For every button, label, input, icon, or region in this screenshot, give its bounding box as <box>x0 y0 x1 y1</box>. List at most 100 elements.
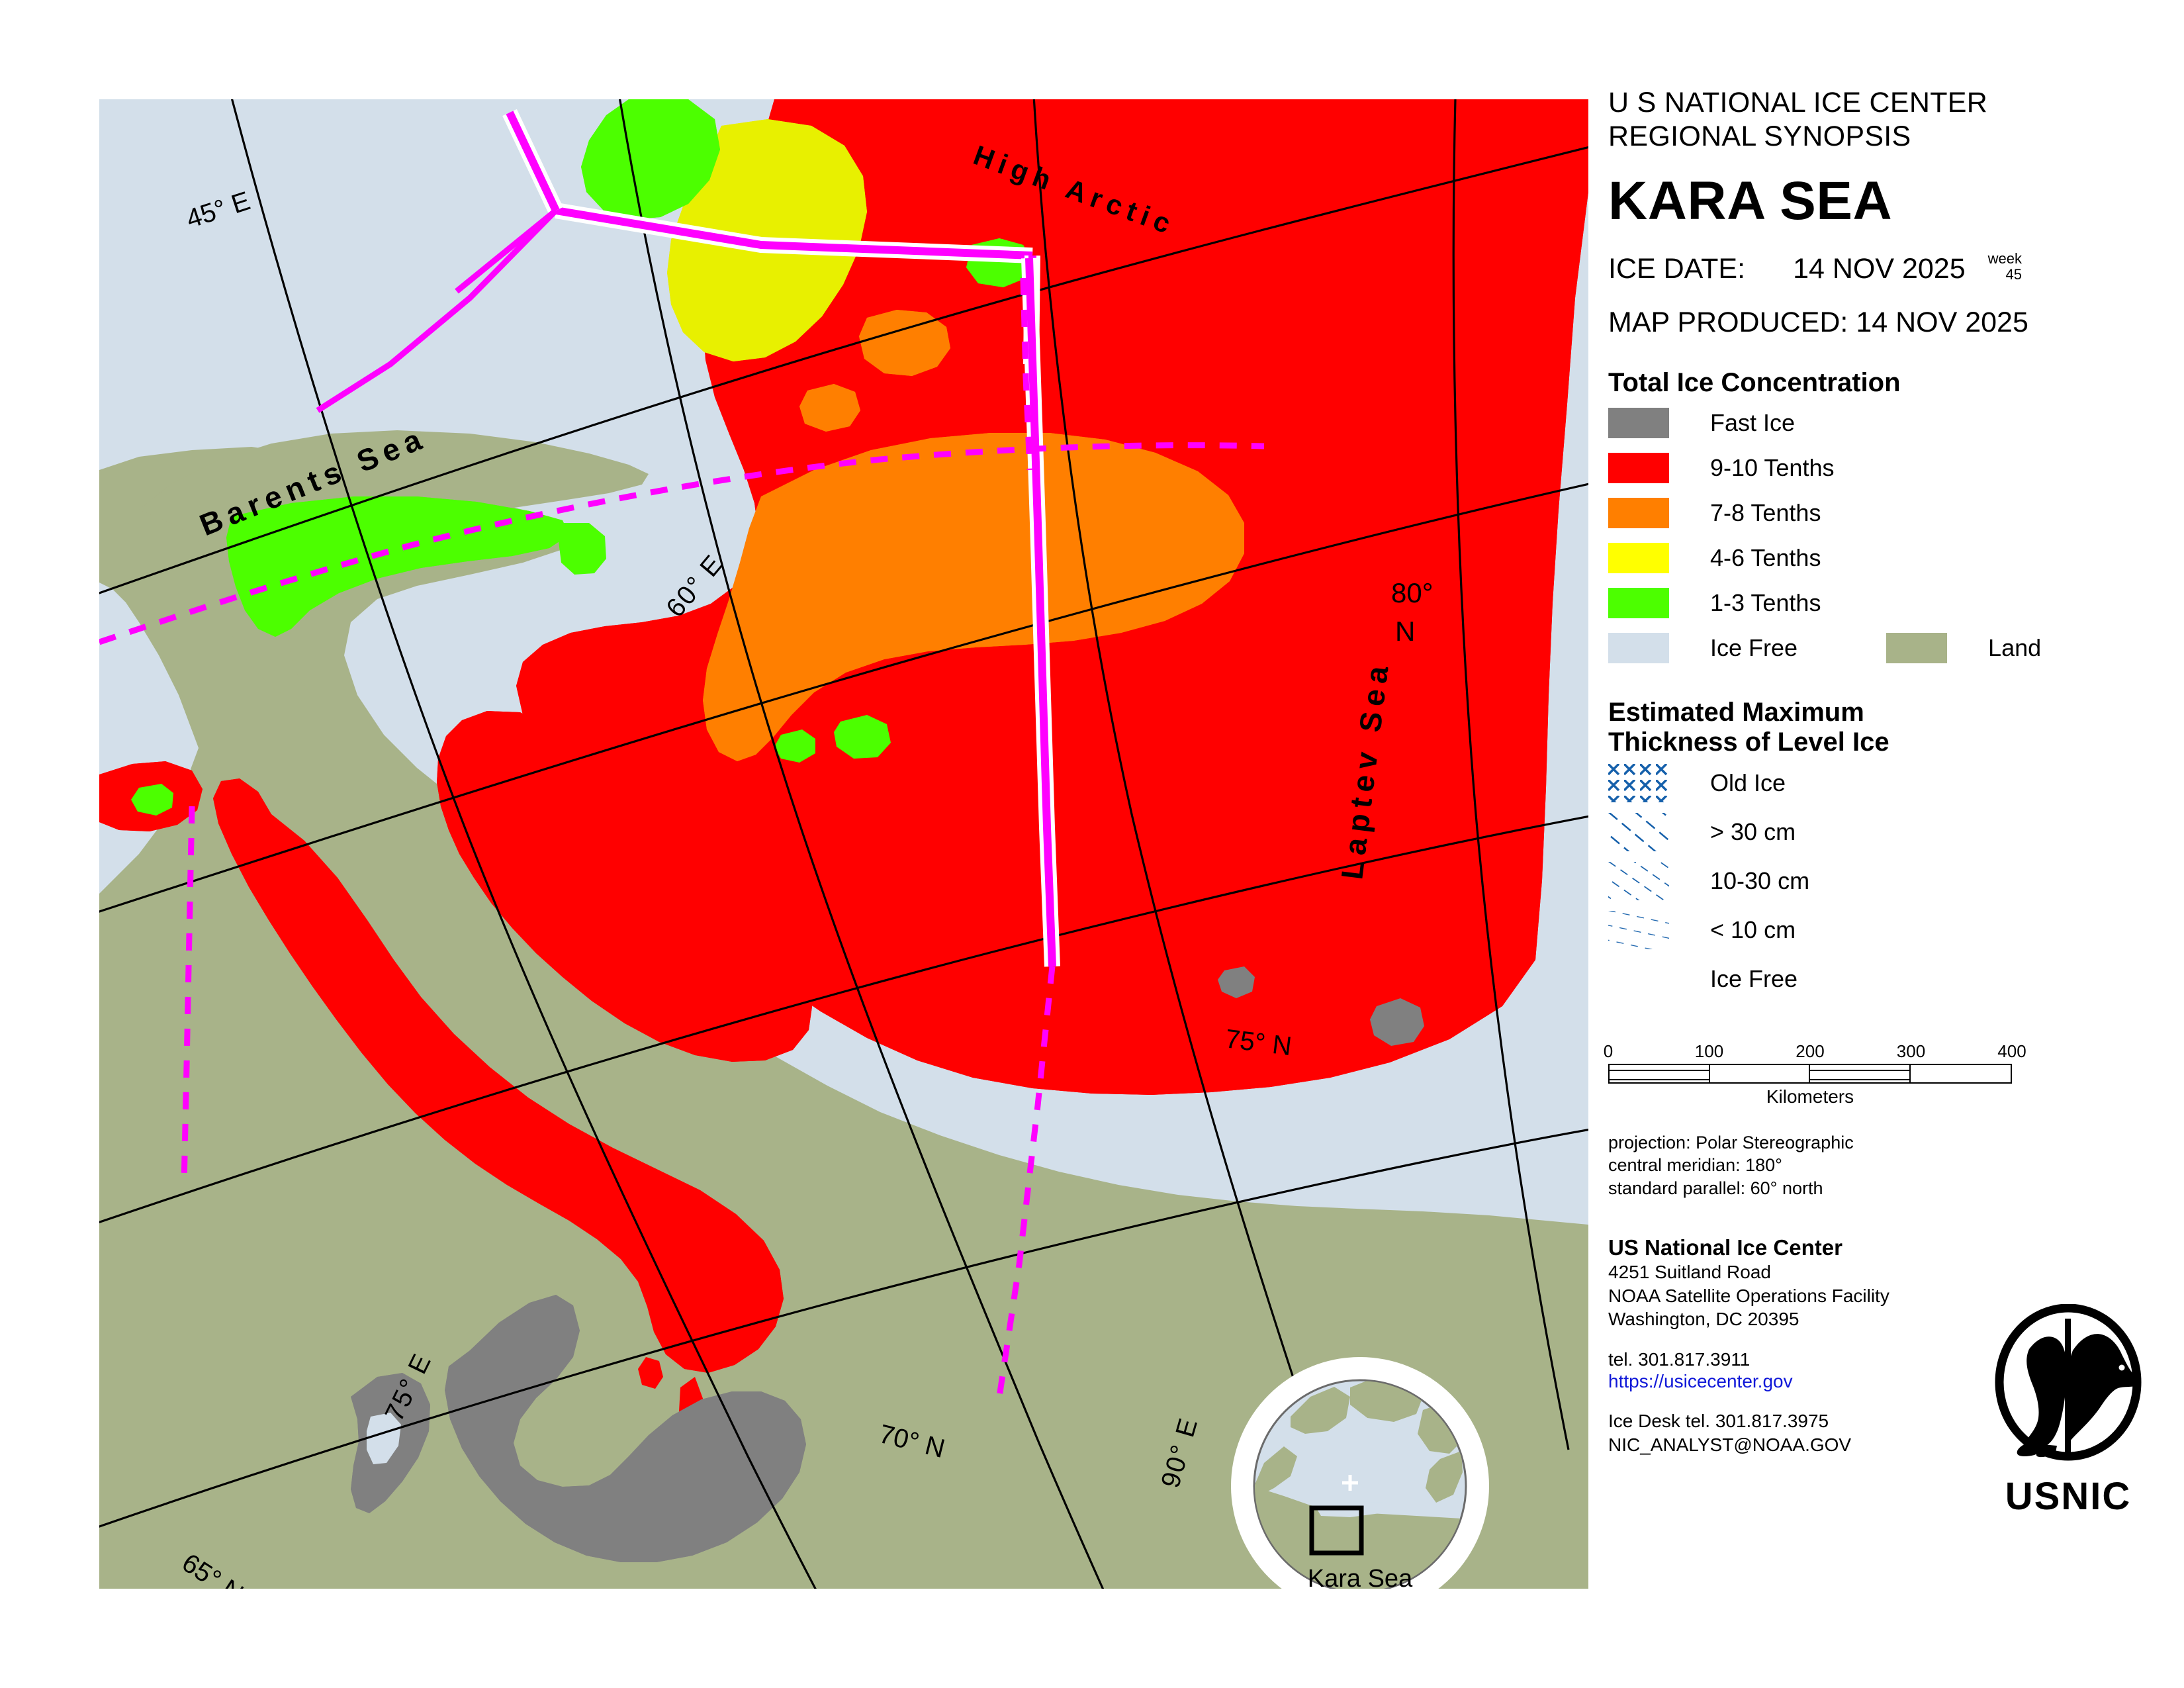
legend-item-thickness-ice-free[interactable]: Ice Free <box>1608 955 2151 1003</box>
swatch-9-10-tenths <box>1608 452 1669 483</box>
legend-label-old-ice: Old Ice <box>1710 769 1786 796</box>
page-title: KARA SEA <box>1608 171 1893 232</box>
projection-line-3: standard parallel: 60° north <box>1608 1178 1823 1198</box>
org-ice-desk-tel: Ice Desk tel. 301.817.3975 <box>1608 1411 1829 1432</box>
org-address-2: NOAA Satellite Operations Facility <box>1608 1285 1889 1306</box>
thickness-legend-title: Estimated Maximum Thickness of Level Ice <box>1608 698 2151 758</box>
swatch-7-8-tenths <box>1608 497 1669 528</box>
legend-label-lt-10cm: < 10 cm <box>1710 915 1796 943</box>
ice-1-3-hook <box>559 523 606 575</box>
scale-tick-0: 0 <box>1603 1041 1614 1061</box>
legend-item-fast-ice[interactable]: Fast Ice <box>1608 402 2151 444</box>
projection-line-2: central meridian: 180° <box>1608 1155 1782 1176</box>
thickness-title-line1: Estimated Maximum <box>1608 697 1864 727</box>
projection-info: projection: Polar Stereographic central … <box>1608 1131 2151 1200</box>
scale-bar-ticks: 0 100 200 300 400 <box>1604 1041 2026 1064</box>
legend-item-9-10-tenths[interactable]: 9-10 Tenths <box>1608 447 2151 489</box>
inset-label: Kara Sea <box>1308 1565 1413 1589</box>
usnic-logo-text: USNIC <box>2005 1475 2132 1518</box>
legend-item-old-ice[interactable]: Old Ice <box>1608 759 2151 807</box>
legend-label-4-6-tenths: 4-6 Tenths <box>1710 543 1821 571</box>
land-eurasia <box>99 447 1588 1589</box>
week-number: 45 <box>2005 265 2022 283</box>
region-boundary-dashed <box>99 277 1265 1397</box>
legend-label-land: Land <box>1988 633 2042 661</box>
ice-region-7-8-tenths-patch <box>859 310 950 376</box>
usnic-logo-mark <box>1995 1303 2142 1461</box>
legend-item-ice-free-and-land[interactable]: Ice Free Land <box>1608 628 2151 669</box>
map-produced-row: MAP PRODUCED: 14 NOV 2025 <box>1608 306 2028 338</box>
region-boundary-vertical <box>1021 258 1060 967</box>
scale-segment-1 <box>1610 1064 1710 1082</box>
usnic-logo: USNIC <box>1985 1303 2151 1523</box>
ice-date-row: ICE DATE: 14 NOV 2025 week 45 <box>1608 250 2151 297</box>
org-address-1: 4251 Suitland Road <box>1608 1262 1771 1283</box>
swatch-ice-free <box>1608 632 1669 663</box>
scale-tick-300: 300 <box>1896 1041 1926 1061</box>
inset-globe[interactable]: Kara Sea <box>1231 1357 1489 1589</box>
map-canvas[interactable]: 45° E 60° E 75° E 90° E 80° N 75° N 70° … <box>99 99 1588 1589</box>
ice-region-7-8-tenths <box>703 433 1244 761</box>
scale-tick-100: 100 <box>1694 1041 1724 1061</box>
swatch-4-6-tenths <box>1608 542 1669 573</box>
org-address-3: Washington, DC 20395 <box>1608 1308 1799 1329</box>
inset-pole-marker <box>1342 1475 1358 1491</box>
week-badge: week 45 <box>1987 250 2022 283</box>
ice-fast-ice-small <box>1370 998 1424 1046</box>
legend-label-thickness-ice-free: Ice Free <box>1710 964 1798 992</box>
legend-label-10-30cm: 10-30 cm <box>1710 867 1810 894</box>
scale-bar-unit: Kilometers <box>1766 1086 1854 1107</box>
ice-region-1-3-tenths-nw <box>581 99 720 220</box>
scale-tick-400: 400 <box>1997 1041 2026 1061</box>
organization-info: US National Ice Center 4251 Suitland Roa… <box>1608 1235 2151 1456</box>
pattern-none-icon <box>1608 960 1669 998</box>
graticule-label-80n: 80° <box>1391 577 1433 608</box>
legend-label-ice-free: Ice Free <box>1710 633 1798 661</box>
legend-label-1-3-tenths: 1-3 Tenths <box>1710 588 1821 616</box>
ice-region-fast-ice-arm <box>351 1373 430 1513</box>
week-label: week <box>1987 250 2022 267</box>
legend-item-lt-10cm[interactable]: < 10 cm <box>1608 906 2151 954</box>
scale-bar <box>1608 1063 2012 1084</box>
ice-date-label: ICE DATE: <box>1608 252 1746 285</box>
legend-label-9-10-tenths: 9-10 Tenths <box>1710 453 1835 481</box>
graticule-label-80n-n: N <box>1395 616 1415 647</box>
scale-segment-4 <box>1911 1065 2011 1082</box>
thickness-title-line2: Thickness of Level Ice <box>1608 727 1889 757</box>
ice-region-9-10-tenths-gulf <box>213 778 784 1373</box>
legend-item-4-6-tenths[interactable]: 4-6 Tenths <box>1608 538 2151 579</box>
org-website-link[interactable]: https://usicecenter.gov <box>1608 1371 1793 1392</box>
pattern-thick-dash-icon <box>1608 812 1669 851</box>
legend-label-fast-ice: Fast Ice <box>1710 408 1796 436</box>
land-novaya-zemlya <box>139 430 649 703</box>
info-panel: U S NATIONAL ICE CENTER REGIONAL SYNOPSI… <box>1604 86 2151 1609</box>
scale-segment-3 <box>1810 1064 1911 1082</box>
map-panel[interactable]: 45° E 60° E 75° E 90° E 80° N 75° N 70° … <box>99 99 1588 1589</box>
ice-region-1-3-tenths-band <box>226 496 569 637</box>
pattern-thin-dash-icon <box>1608 910 1669 949</box>
scale-segment-2 <box>1710 1064 1810 1082</box>
scale-bar-group: 0 100 200 300 400 Kilometers <box>1604 1041 2026 1107</box>
legend-label-7-8-tenths: 7-8 Tenths <box>1710 498 1821 526</box>
swatch-land <box>1886 632 1948 663</box>
projection-line-1: projection: Polar Stereographic <box>1608 1132 1854 1152</box>
ice-region-9-10-tenths-sw <box>437 711 813 1062</box>
legend-item-7-8-tenths[interactable]: 7-8 Tenths <box>1608 492 2151 534</box>
legend-label-gt-30cm: > 30 cm <box>1710 818 1796 845</box>
org-heading-line2: REGIONAL SYNOPSIS <box>1608 120 1911 152</box>
region-boundary-sw <box>316 209 557 413</box>
scale-tick-200: 200 <box>1796 1041 1825 1061</box>
swatch-fast-ice <box>1608 407 1669 438</box>
pattern-medium-dash-icon <box>1608 861 1669 900</box>
ice-fast-ice-small2 <box>1218 966 1255 998</box>
concentration-legend-title: Total Ice Concentration <box>1608 367 1901 397</box>
legend-item-gt-30cm[interactable]: > 30 cm <box>1608 808 2151 856</box>
ice-date-value: 14 NOV 2025 <box>1793 252 1966 285</box>
legend-item-10-30cm[interactable]: 10-30 cm <box>1608 857 2151 905</box>
legend-item-land[interactable]: Land <box>1886 632 2042 663</box>
legend-item-1-3-tenths[interactable]: 1-3 Tenths <box>1608 583 2151 624</box>
org-email[interactable]: NIC_ANALYST@NOAA.GOV <box>1608 1434 1852 1455</box>
org-tel: tel. 301.817.3911 <box>1608 1349 1751 1370</box>
org-name: US National Ice Center <box>1608 1235 1843 1260</box>
ice-region-fast-ice <box>445 1295 806 1562</box>
